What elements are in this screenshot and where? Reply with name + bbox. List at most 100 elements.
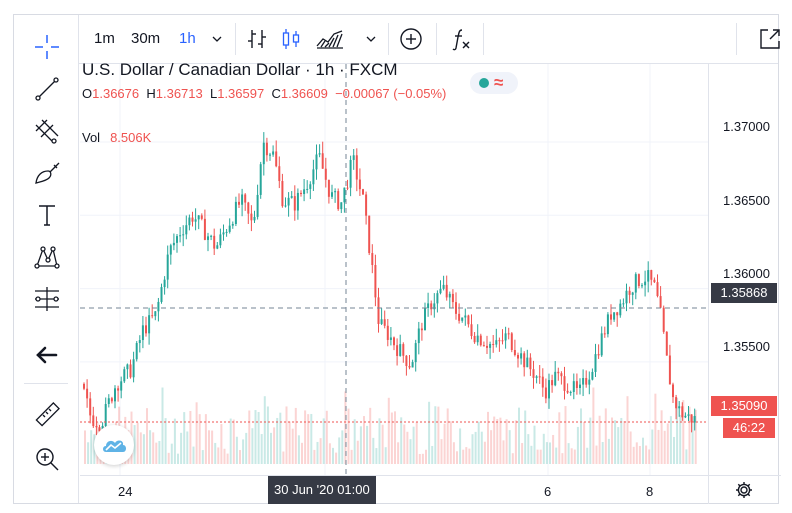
- pattern-icon[interactable]: [31, 241, 63, 273]
- text-icon[interactable]: [31, 199, 63, 231]
- volume-bar: [626, 396, 629, 464]
- volume-bar: [496, 419, 499, 464]
- volume-bar: [328, 443, 331, 464]
- area-chart-icon[interactable]: [313, 25, 347, 53]
- candles-chart-icon[interactable]: [277, 25, 305, 53]
- chevron-down-icon[interactable]: [364, 32, 378, 46]
- market-status-pill[interactable]: ≈: [470, 72, 518, 94]
- volume-bar: [245, 432, 248, 464]
- gear-icon[interactable]: [733, 479, 755, 501]
- price-chart[interactable]: [80, 64, 708, 475]
- candle-body: [600, 333, 603, 356]
- timeframe-1h[interactable]: 1h: [179, 30, 196, 47]
- candle-body: [259, 164, 262, 195]
- candle-body: [269, 154, 271, 156]
- volume-bar: [136, 422, 139, 464]
- volume-bar: [167, 452, 170, 464]
- candle-body: [386, 325, 389, 340]
- add-compare-icon[interactable]: [397, 25, 425, 53]
- candle-body: [526, 357, 529, 368]
- volume-bar: [592, 387, 595, 464]
- timeframe-30m[interactable]: 30m: [131, 30, 161, 47]
- candle-body: [312, 169, 315, 185]
- zoom-in-icon[interactable]: [31, 443, 63, 475]
- candle-body: [203, 218, 206, 240]
- candle-body: [603, 333, 606, 335]
- volume-bar: [418, 453, 421, 464]
- candle-body: [358, 179, 361, 190]
- volume-bar: [462, 449, 465, 464]
- fullscreen-popout-icon[interactable]: [756, 25, 784, 53]
- candle-body: [579, 384, 581, 388]
- volume-bar: [598, 415, 601, 464]
- volume-bar: [322, 418, 325, 464]
- volume-bar: [242, 439, 245, 464]
- time-tick: 24: [118, 484, 133, 499]
- candle-body: [445, 284, 448, 298]
- volume-bar: [285, 406, 288, 464]
- volume-bar: [642, 437, 644, 464]
- measure-lines-icon[interactable]: [31, 283, 63, 315]
- toolbar-divider: [483, 23, 484, 55]
- candle-body: [523, 353, 526, 368]
- volume-bar: [239, 450, 241, 464]
- volume-bar: [477, 421, 480, 464]
- candle-body: [169, 245, 172, 255]
- indicators-icon[interactable]: [447, 25, 475, 53]
- volume-bar: [139, 432, 142, 464]
- time-axis[interactable]: 24 6 8 30 Jun '20 01:00: [80, 475, 708, 504]
- high-label: H: [146, 86, 156, 101]
- candle-body: [672, 384, 674, 398]
- volume-bar: [614, 420, 617, 464]
- brush-icon[interactable]: [31, 157, 63, 189]
- trend-line-icon[interactable]: [31, 73, 63, 105]
- ruler-icon[interactable]: [31, 399, 63, 431]
- volume-bar: [567, 443, 570, 464]
- timeframe-1m[interactable]: 1m: [94, 30, 115, 47]
- volume-bar: [508, 430, 511, 464]
- volume-bar: [279, 412, 282, 464]
- candle-body: [560, 373, 563, 377]
- volume-bar: [369, 407, 372, 464]
- candle-body: [433, 303, 436, 310]
- candle-body: [365, 194, 368, 216]
- volume-bar: [335, 452, 338, 464]
- volume-bar: [635, 442, 638, 464]
- volume-bar: [142, 434, 145, 464]
- symbol-title[interactable]: U.S. Dollar / Canadian Dollar · 1h · FXC…: [82, 60, 398, 79]
- candle-body: [145, 325, 147, 334]
- volume-bar: [254, 410, 257, 464]
- candle-body: [83, 383, 85, 389]
- volume-bar: [403, 424, 406, 464]
- volume-bar: [530, 445, 533, 464]
- candle-body: [225, 231, 228, 233]
- candle-body: [637, 274, 640, 286]
- bars-chart-icon[interactable]: [243, 25, 271, 53]
- crosshair-icon[interactable]: [31, 31, 63, 63]
- chevron-down-icon[interactable]: [210, 32, 224, 46]
- volume-bar: [549, 442, 551, 464]
- candle-body: [563, 376, 566, 391]
- volume-bar: [552, 434, 555, 464]
- candle-body: [566, 390, 569, 393]
- volume-bar: [682, 400, 685, 464]
- volume-bar: [471, 434, 474, 464]
- candle-body: [253, 216, 256, 221]
- candle-body: [327, 179, 330, 197]
- volume-bar: [483, 441, 486, 464]
- chart-pane[interactable]: [80, 64, 708, 475]
- volume-bar: [307, 414, 310, 464]
- tradingview-logo[interactable]: [94, 425, 134, 465]
- candle-body: [619, 303, 622, 316]
- back-arrow-icon[interactable]: [31, 339, 63, 371]
- candle-body: [470, 324, 473, 337]
- volume-bar: [149, 430, 152, 464]
- volume-bar: [282, 451, 285, 464]
- candle-body: [467, 315, 470, 325]
- candle-body: [585, 378, 588, 385]
- fib-icon[interactable]: [31, 115, 63, 147]
- price-axis[interactable]: 1.37000 1.36500 1.36000 1.35500 1.35868 …: [708, 64, 781, 475]
- volume-value: 8.506K: [110, 130, 152, 145]
- volume-bar: [251, 428, 254, 464]
- candle-body: [194, 219, 197, 222]
